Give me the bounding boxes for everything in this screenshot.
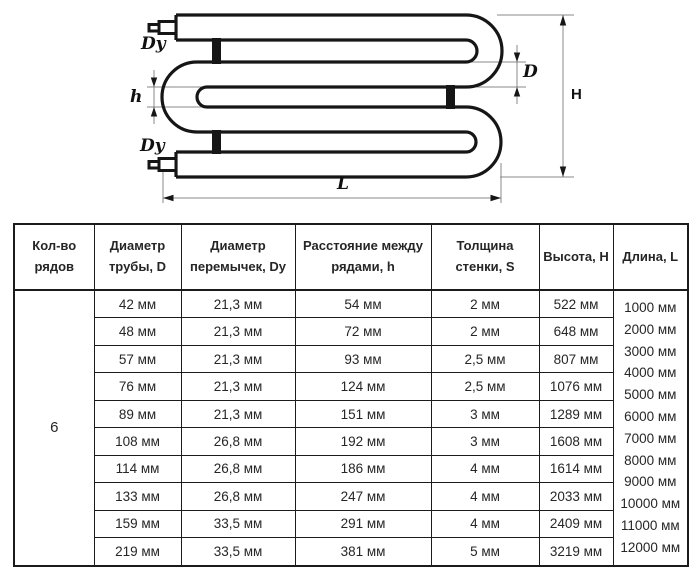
cell-d: 48 мм [93, 317, 182, 346]
table-row: 133 мм 26,8 мм 247 мм 4 мм 2033 мм [14, 482, 688, 511]
cell-h: 291 мм [294, 509, 432, 539]
cell-height: 1614 мм [538, 454, 614, 484]
cell-s: 2 мм [430, 289, 540, 319]
table-row: 108 мм 26,8 мм 192 мм 3 мм 1608 мм [14, 427, 688, 456]
pipe-jumpers [212, 38, 455, 154]
cell-s: 2 мм [430, 317, 540, 346]
cell-dy: 33,5 мм [180, 509, 296, 539]
cell-d: 42 мм [93, 289, 182, 319]
table-row: 6 42 мм 21,3 мм 54 мм 2 мм 522 мм 1000 мм 2000 … [13, 289, 689, 567]
label-height: H [571, 86, 582, 103]
cell-dy: 21,3 мм [180, 344, 296, 374]
table-row: 76 мм 21,3 мм 124 мм 2,5 мм 1076 мм [14, 372, 688, 401]
cell-dy: 26,8 мм [180, 482, 296, 511]
cell-dy: 26,8 мм [180, 427, 296, 456]
dimension-arrows [150, 15, 567, 202]
cell-dy: 21,3 мм [180, 399, 296, 429]
cell-s: 4 мм [430, 454, 540, 484]
cell-h: 192 мм [294, 427, 432, 456]
cell-h: 186 мм [294, 454, 432, 484]
table-row: 89 мм 21,3 мм 151 мм 3 мм 1289 мм [14, 399, 688, 429]
cell-h: 151 мм [294, 399, 432, 429]
cell-h: 381 мм [294, 537, 432, 567]
length-value: 1000 мм [624, 300, 677, 315]
cell-s: 3 мм [430, 399, 540, 429]
table-row: 114 мм 26,8 мм 186 мм 4 мм 1614 мм [14, 454, 688, 484]
cell-height: 3219 мм [538, 537, 614, 567]
length-value: 2000 мм [624, 321, 677, 337]
spec-table: Кол-во рядов Диаметр трубы, D Диаметр пе… [13, 223, 689, 567]
cell-d: 57 мм [93, 344, 182, 374]
register-diagram: Dy Dy h D H L [0, 0, 700, 215]
cell-h: 54 мм [294, 289, 432, 319]
header-length: Длина, L [612, 223, 689, 291]
register-drawing-svg [147, 13, 574, 203]
cell-height: 522 мм [538, 289, 614, 319]
length-value: 4000 мм [624, 365, 677, 381]
connection-stubs [147, 20, 178, 172]
length-value: 5000 мм [624, 387, 677, 403]
cell-s: 3 мм [430, 427, 540, 456]
cell-height: 648 мм [538, 317, 614, 346]
table-row: 159 мм 33,5 мм 291 мм 4 мм 2409 мм [14, 509, 688, 539]
cell-h: 93 мм [294, 344, 432, 374]
cell-d: 159 мм [93, 509, 182, 539]
label-length: L [337, 174, 349, 194]
cell-height: 1608 мм [538, 427, 614, 456]
cell-s: 2,5 мм [430, 344, 540, 374]
cell-dy: 21,3 мм [180, 289, 296, 319]
label-d: D [523, 62, 538, 82]
cell-height: 807 мм [538, 344, 614, 374]
length-value: 6000 мм [624, 408, 677, 424]
cell-height: 2409 мм [538, 509, 614, 539]
cell-s: 2,5 мм [430, 372, 540, 401]
cell-d: 76 мм [93, 372, 182, 401]
table-body: 6 42 мм 21,3 мм 54 мм 2 мм 522 мм 1000 мм 2000 … [13, 289, 689, 567]
table-row: 48 мм 21,3 мм 72 мм 2 мм 648 мм [14, 317, 688, 346]
row-count-cell: 6 [13, 289, 95, 567]
table-row: 219 мм 33,5 мм 381 мм 5 мм 3219 мм [14, 537, 688, 567]
header-row-spacing: Расстояние между рядами, h [294, 223, 432, 291]
cell-h: 124 мм [294, 372, 432, 401]
cell-d: 89 мм [93, 399, 182, 429]
header-row: Кол-во рядов Диаметр трубы, D Диаметр пе… [13, 223, 689, 291]
cell-d: 114 мм [93, 454, 182, 484]
cell-dy: 33,5 мм [180, 537, 296, 567]
label-dy-bottom: Dy [140, 136, 165, 156]
cell-height: 1289 мм [538, 399, 614, 429]
label-h: h [130, 87, 143, 107]
header-jumper-diameter: Диаметр перемычек, Dy [180, 223, 296, 291]
header-height: Высота, H [538, 223, 614, 291]
length-value: 10000 мм [620, 496, 681, 512]
length-value: 9000 мм [624, 474, 677, 490]
header-wall-thickness: Толщина стенки, S [430, 223, 540, 291]
cell-height: 2033 мм [538, 482, 614, 511]
length-value: 3000 мм [624, 343, 677, 359]
cell-h: 247 мм [294, 482, 432, 511]
cell-dy: 21,3 мм [180, 317, 296, 346]
length-cell: 1000 мм 2000 мм 3000 мм 4000 мм 5000 мм 6000 … [612, 289, 689, 567]
cell-s: 4 мм [430, 509, 540, 539]
cell-d: 133 мм [93, 482, 182, 511]
cell-height: 1076 мм [538, 372, 614, 401]
cell-s: 5 мм [430, 537, 540, 567]
cell-d: 108 мм [93, 427, 182, 456]
length-value: 8000 мм [624, 452, 677, 468]
length-value: 12000 мм [620, 539, 681, 555]
cell-s: 4 мм [430, 482, 540, 511]
pipe-coil [160, 13, 504, 179]
dimension-lines [147, 14, 574, 203]
length-value: 7000 мм [624, 430, 677, 446]
cell-h: 72 мм [294, 317, 432, 346]
label-dy-top: Dy [141, 34, 166, 54]
cell-dy: 21,3 мм [180, 372, 296, 401]
table-row: 57 мм 21,3 мм 93 мм 2,5 мм 807 мм [14, 344, 688, 374]
header-row-count: Кол-во рядов [13, 223, 95, 291]
header-pipe-diameter: Диаметр трубы, D [93, 223, 182, 291]
cell-dy: 26,8 мм [180, 454, 296, 484]
cell-d: 219 мм [93, 537, 182, 567]
length-value: 11000 мм [620, 517, 680, 533]
